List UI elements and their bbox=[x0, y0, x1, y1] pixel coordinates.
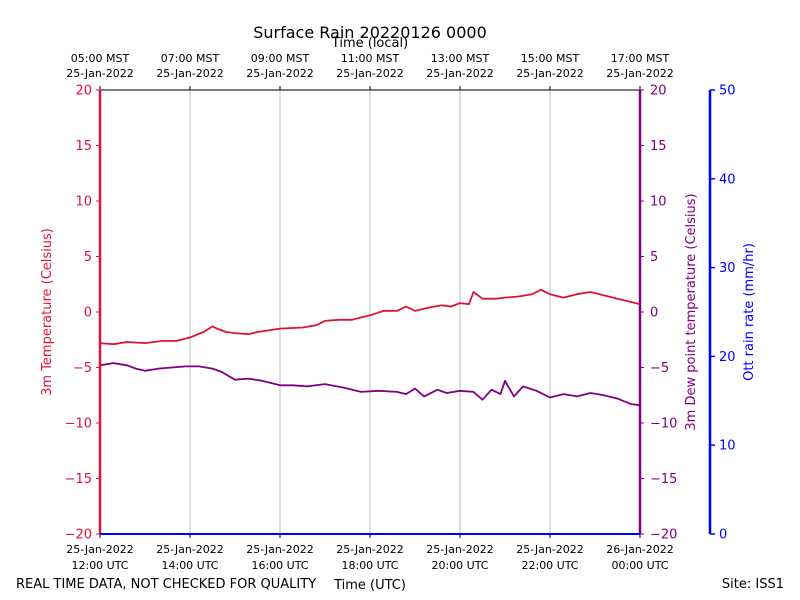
top-tick-label: 15:00 MST bbox=[521, 52, 580, 65]
left-tick-label: 0 bbox=[84, 306, 92, 321]
quality-note: REAL TIME DATA, NOT CHECKED FOR QUALITY bbox=[16, 577, 316, 592]
right-tick-label: 5 bbox=[650, 250, 658, 265]
far-right-tick-label: 0 bbox=[719, 528, 727, 543]
right-tick-label: 10 bbox=[650, 195, 667, 210]
top-tick-label: 25-Jan-2022 bbox=[66, 67, 134, 80]
right-tick-label: 0 bbox=[650, 306, 658, 321]
top-tick-label: 25-Jan-2022 bbox=[516, 67, 584, 80]
left-tick-label: −10 bbox=[65, 417, 92, 432]
temperature-line bbox=[99, 288, 641, 346]
far-right-axis-label: Ott rain rate (mm/hr) bbox=[742, 243, 757, 381]
series-layer bbox=[99, 288, 641, 407]
top-tick-label: 13:00 MST bbox=[431, 52, 490, 65]
top-tick-label: 25-Jan-2022 bbox=[336, 67, 404, 80]
right-tick-label: 20 bbox=[650, 84, 667, 99]
far-right-tick-label: 50 bbox=[719, 84, 736, 99]
top-tick-label: 09:00 MST bbox=[251, 52, 310, 65]
bottom-tick-label: 20:00 UTC bbox=[431, 559, 488, 572]
left-tick-label: 5 bbox=[84, 250, 92, 265]
chart-title: Surface Rain 20220126 0000 bbox=[253, 23, 487, 42]
left-axis-label: 3m Temperature (Celsius) bbox=[40, 228, 55, 396]
bottom-tick-label: 00:00 UTC bbox=[611, 559, 668, 572]
dewpoint-line bbox=[99, 362, 641, 407]
bottom-tick-label: 26-Jan-2022 bbox=[606, 543, 674, 556]
top-tick-label: 25-Jan-2022 bbox=[156, 67, 224, 80]
left-tick-label: −5 bbox=[73, 361, 92, 376]
left-tick-label: −20 bbox=[65, 528, 92, 543]
top-tick-label: 05:00 MST bbox=[71, 52, 130, 65]
right-tick-label: 15 bbox=[650, 139, 667, 154]
far-right-tick-label: 30 bbox=[719, 261, 736, 276]
site-label: Site: ISS1 bbox=[722, 577, 784, 592]
grid-lines bbox=[189, 90, 551, 534]
top-tick-label: 07:00 MST bbox=[161, 52, 220, 65]
bottom-tick-label: 22:00 UTC bbox=[521, 559, 578, 572]
right-tick-label: −10 bbox=[650, 417, 677, 432]
right-tick-label: −5 bbox=[650, 361, 669, 376]
right-tick-label: −15 bbox=[650, 472, 677, 487]
bottom-tick-label: 16:00 UTC bbox=[251, 559, 308, 572]
top-axis-label: Time (local) bbox=[331, 36, 408, 51]
far-right-tick-label: 40 bbox=[719, 172, 736, 187]
right-tick-label: −20 bbox=[650, 528, 677, 543]
bottom-tick-label: 14:00 UTC bbox=[161, 559, 218, 572]
bottom-axis-label: Time (UTC) bbox=[333, 578, 406, 593]
top-tick-label: 11:00 MST bbox=[341, 52, 400, 65]
top-tick-label: 25-Jan-2022 bbox=[606, 67, 674, 80]
bottom-tick-label: 12:00 UTC bbox=[71, 559, 128, 572]
bottom-tick-label: 25-Jan-2022 bbox=[336, 543, 404, 556]
left-tick-label: 15 bbox=[75, 139, 92, 154]
bottom-tick-label: 25-Jan-2022 bbox=[246, 543, 314, 556]
bottom-tick-label: 25-Jan-2022 bbox=[66, 543, 134, 556]
bottom-tick-label: 25-Jan-2022 bbox=[156, 543, 224, 556]
top-tick-label: 17:00 MST bbox=[611, 52, 670, 65]
bottom-tick-label: 25-Jan-2022 bbox=[516, 543, 584, 556]
top-tick-label: 25-Jan-2022 bbox=[246, 67, 314, 80]
top-tick-label: 25-Jan-2022 bbox=[426, 67, 494, 80]
bottom-tick-label: 25-Jan-2022 bbox=[426, 543, 494, 556]
bottom-tick-label: 18:00 UTC bbox=[341, 559, 398, 572]
left-tick-label: 10 bbox=[75, 195, 92, 210]
axes-layer: 05:00 MST 25-Jan-2022 07:00 MST 25-Jan-2022… bbox=[65, 52, 736, 572]
far-right-tick-label: 10 bbox=[719, 439, 736, 454]
left-tick-label: 20 bbox=[75, 84, 92, 99]
right-axis-label: 3m Dew point temperature (Celsius) bbox=[684, 193, 699, 430]
far-right-tick-label: 20 bbox=[719, 350, 736, 365]
left-tick-label: −15 bbox=[65, 472, 92, 487]
